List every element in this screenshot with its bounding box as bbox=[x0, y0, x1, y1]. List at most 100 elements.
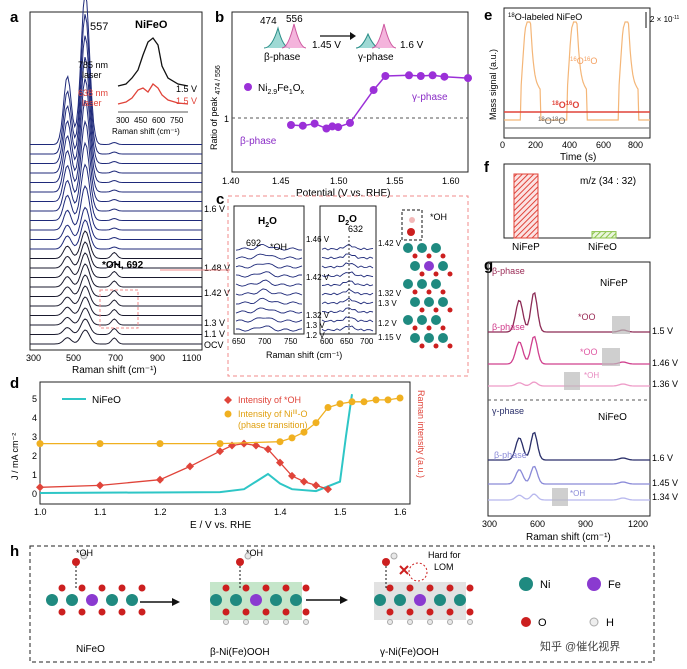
d-y2label: Raman intensity (a.u.) bbox=[416, 390, 426, 478]
c-struct-oh: *OH bbox=[430, 212, 447, 222]
panel-c-letter: c bbox=[216, 191, 224, 208]
d-ni-point bbox=[156, 440, 164, 448]
c-h2o-trace bbox=[235, 243, 303, 251]
b-xtick-150: 1.50 bbox=[330, 176, 348, 186]
d-legend-ni: Intensity of NiIII-O bbox=[238, 409, 308, 419]
h-adsorbate-h bbox=[80, 552, 88, 560]
panel-e: e 18O-labeled NiFeO 2 × 10-11 16O16O 18O… bbox=[484, 7, 680, 163]
panel-a-trace bbox=[30, 285, 202, 307]
h-hydrogen-atom bbox=[407, 619, 413, 625]
h-nifeo: NiFeO bbox=[76, 644, 105, 655]
panel-b-frame bbox=[231, 11, 469, 173]
c-tick-d3: 700 bbox=[360, 337, 374, 346]
d-oh-point bbox=[96, 481, 104, 490]
d-oh-point bbox=[324, 485, 332, 494]
b-ytick-1: 1 bbox=[224, 114, 229, 124]
c-oxygen-atom bbox=[447, 307, 453, 313]
d-ni-point bbox=[396, 394, 404, 402]
b-data-point bbox=[416, 72, 425, 80]
d-legend-oh-marker bbox=[224, 396, 232, 404]
b-phase-beta: β-phase bbox=[240, 136, 277, 147]
c-h2o-trace bbox=[235, 288, 303, 296]
panel-a-v11: 1.1 V bbox=[204, 329, 225, 339]
h-metal-atom bbox=[46, 594, 58, 606]
inset-785-laser: laser bbox=[82, 70, 102, 80]
c-lattice bbox=[403, 243, 453, 349]
h-oxygen-atom bbox=[302, 608, 310, 616]
h-arrowhead-1 bbox=[172, 598, 180, 606]
g-xlabel: Raman shift (cm⁻¹) bbox=[526, 532, 611, 543]
panel-a-trace bbox=[30, 56, 202, 174]
c-h2o-trace bbox=[235, 307, 303, 314]
d-oh-point bbox=[264, 445, 272, 454]
f-title: m/z (34 : 32) bbox=[580, 176, 636, 187]
inset-v1: 1.5 V bbox=[176, 84, 197, 94]
panel-a-v148: 1.48 V bbox=[204, 263, 230, 273]
panel-a-v142: 1.42 V bbox=[204, 288, 230, 298]
c-h-atom bbox=[409, 217, 415, 223]
h-legend-fe: Fe bbox=[608, 579, 621, 591]
d-ni-point bbox=[36, 440, 44, 448]
c-metal-atom bbox=[417, 315, 427, 325]
c-d2o: D2O bbox=[338, 214, 357, 227]
c-structure: *OH bbox=[401, 209, 453, 349]
c-metal-atom bbox=[410, 297, 420, 307]
d-ni-point bbox=[96, 440, 104, 448]
h-metal-atom bbox=[290, 594, 302, 606]
panel-h: h *OH *OH Hard for LOM NiFeO β-Ni(Fe)OOH… bbox=[10, 543, 655, 663]
g-v136: 1.36 V bbox=[652, 379, 678, 389]
panel-b: b 1 474 556 1.45 V 1.6 V β-phase γ-phase… bbox=[209, 9, 472, 199]
e-ylabel: Mass signal (a.u.) bbox=[488, 49, 498, 120]
panel-a-trace bbox=[30, 99, 202, 193]
panel-a-traces bbox=[30, 0, 202, 345]
panel-a-trace bbox=[30, 141, 202, 212]
c-d2o-trace bbox=[321, 271, 374, 278]
h-cross-icon bbox=[399, 565, 409, 575]
panel-a: a 557 *OH, 692 1.6 V 1.48 V 1.42 V 1.3 V… bbox=[10, 0, 230, 376]
h-hydrogen-atom bbox=[427, 619, 433, 625]
h-legend-h-atom bbox=[589, 617, 599, 627]
c-d2o-trace bbox=[321, 297, 374, 305]
c-d2o-v1: 1.42 V bbox=[378, 239, 402, 248]
c-d2o-v5: 1.15 V bbox=[378, 333, 402, 342]
g-oo-box-1 bbox=[612, 316, 630, 334]
c-oxygen-atom bbox=[440, 325, 446, 331]
panel-d-plot bbox=[36, 394, 404, 494]
panel-a-trace bbox=[30, 119, 202, 202]
h-metal-atom bbox=[106, 594, 118, 606]
d-ni-point bbox=[384, 396, 392, 404]
panel-a-oh-label: *OH, 692 bbox=[102, 260, 144, 271]
a-tick-500: 500 bbox=[66, 353, 81, 363]
c-oxygen-atom bbox=[412, 289, 418, 295]
c-oxygen-atom bbox=[412, 253, 418, 259]
panel-a-v13: 1.3 V bbox=[204, 318, 225, 328]
inset-tick-4: 750 bbox=[170, 116, 184, 125]
d-oh-point bbox=[312, 481, 320, 490]
e-xtick-600: 600 bbox=[596, 140, 611, 150]
panel-c-d2o-frame bbox=[319, 205, 377, 335]
d-ni-point bbox=[300, 428, 308, 436]
c-h2o-trace bbox=[236, 325, 303, 332]
h-hydrogen-atom bbox=[387, 619, 393, 625]
c-h2o-v1: 1.46 V bbox=[306, 235, 330, 244]
a-tick-700: 700 bbox=[108, 353, 123, 363]
g-oo-box-2 bbox=[602, 348, 620, 366]
h-legend-o-atom bbox=[521, 617, 531, 627]
f-cat-nifep: NiFeP bbox=[512, 242, 540, 253]
h-metal-atom bbox=[374, 594, 386, 606]
h-oxygen-atom bbox=[282, 584, 290, 592]
d-oh-point bbox=[240, 439, 248, 448]
c-tick-d1: 600 bbox=[320, 337, 334, 346]
e-xtick-200: 200 bbox=[528, 140, 543, 150]
c-metal-atom bbox=[410, 333, 420, 343]
g-oh-box-1 bbox=[564, 372, 580, 390]
d-legend-nifeo: NiFeO bbox=[92, 395, 121, 406]
b-inset-beta: β-phase bbox=[264, 52, 301, 63]
g-xtick-300: 300 bbox=[482, 519, 497, 529]
h-oxygen-atom bbox=[118, 608, 126, 616]
h-beta: β-Ni(Fe)OOH bbox=[210, 647, 270, 658]
c-d2o-trace bbox=[321, 243, 374, 251]
b-data-point bbox=[369, 86, 378, 94]
d-ni-point bbox=[348, 398, 356, 406]
d-xtick-10: 1.0 bbox=[34, 507, 47, 517]
